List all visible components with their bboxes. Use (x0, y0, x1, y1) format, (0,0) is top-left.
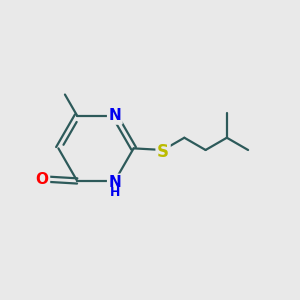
Text: N: N (109, 175, 121, 190)
Text: O: O (36, 172, 49, 187)
Text: H: H (110, 186, 121, 199)
Text: S: S (157, 142, 169, 160)
Text: N: N (109, 108, 121, 123)
